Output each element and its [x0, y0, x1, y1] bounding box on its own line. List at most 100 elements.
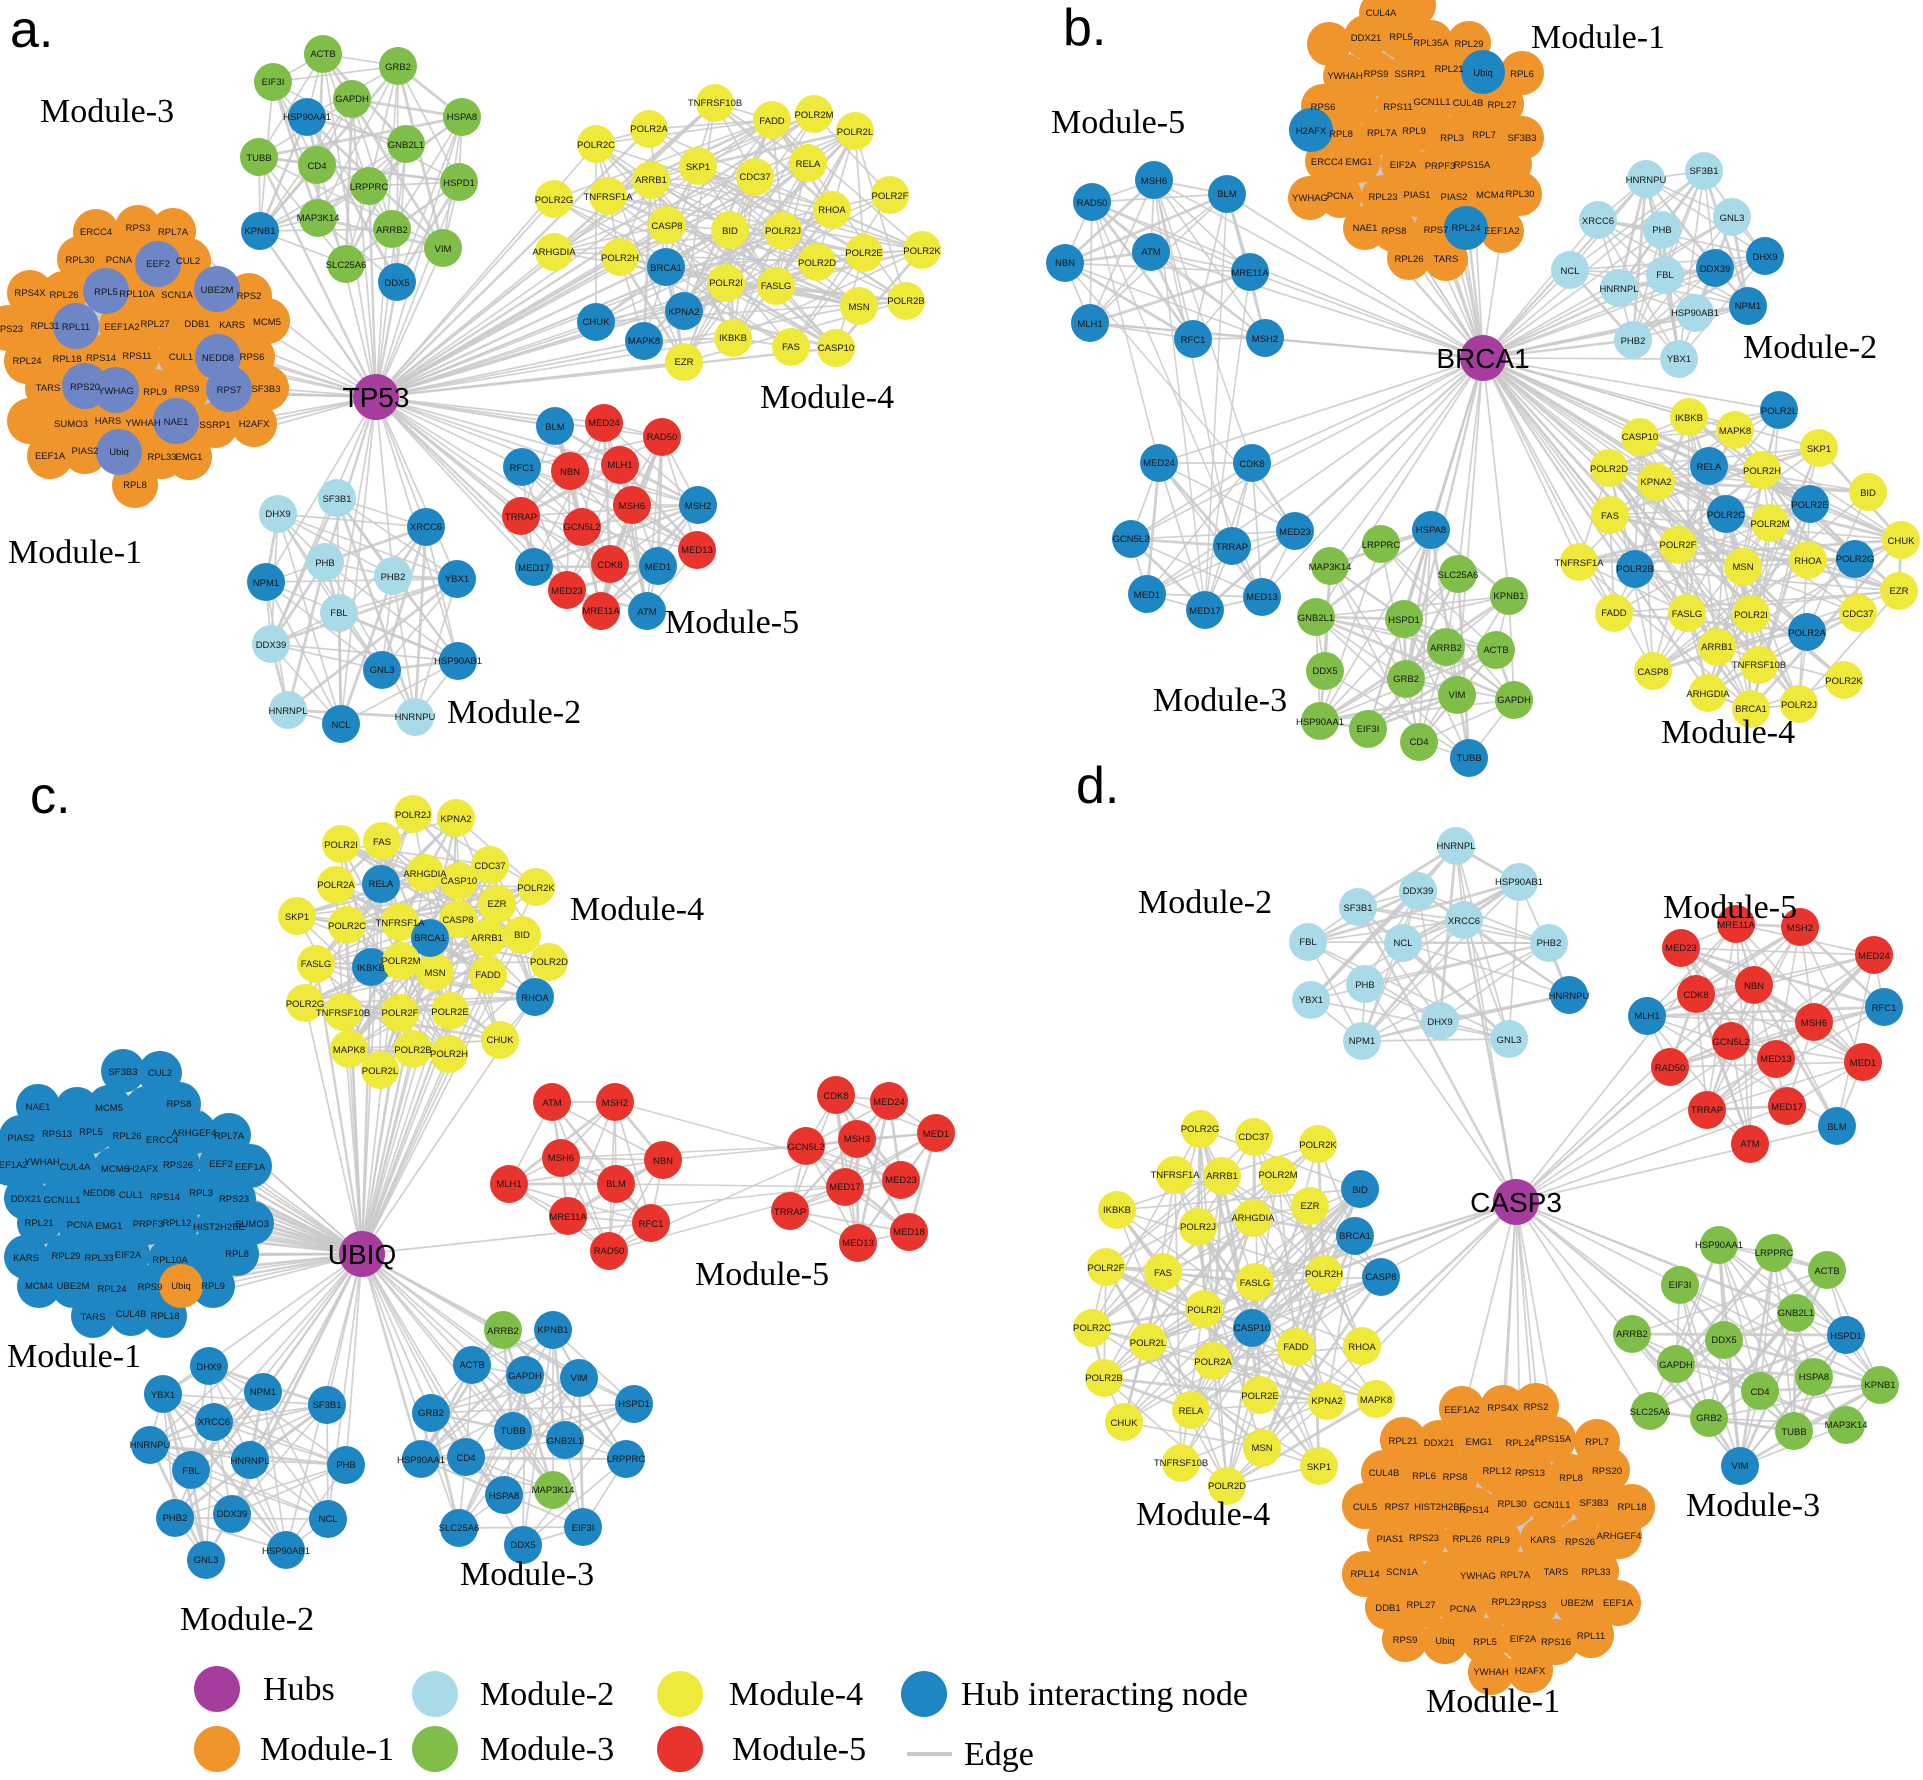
- svg-text:MSN: MSN: [1251, 1443, 1272, 1454]
- svg-text:POLR2M: POLR2M: [381, 956, 420, 967]
- svg-text:POLR2F: POLR2F: [872, 191, 909, 202]
- svg-text:ARHGDIA: ARHGDIA: [1686, 689, 1730, 700]
- svg-text:DDX5: DDX5: [384, 278, 409, 289]
- svg-text:GNL3: GNL3: [194, 1555, 219, 1566]
- svg-text:MCM5: MCM5: [253, 317, 281, 328]
- svg-text:PHB2: PHB2: [381, 572, 406, 583]
- svg-text:ACTB: ACTB: [459, 1360, 484, 1371]
- svg-text:Module-3: Module-3: [1153, 682, 1287, 719]
- svg-text:POLR2K: POLR2K: [1299, 1140, 1337, 1151]
- svg-text:MRE11A: MRE11A: [549, 1212, 587, 1223]
- svg-text:CDK8: CDK8: [597, 560, 622, 571]
- svg-text:BRCA1: BRCA1: [1436, 343, 1529, 374]
- svg-text:RPL33: RPL33: [147, 452, 176, 463]
- svg-text:HSP90AB1: HSP90AB1: [434, 656, 482, 667]
- svg-text:SLC25A6: SLC25A6: [1630, 1407, 1671, 1418]
- svg-text:MED24: MED24: [1143, 458, 1175, 469]
- svg-text:FBL: FBL: [1656, 270, 1673, 281]
- svg-text:MED23: MED23: [551, 586, 583, 597]
- svg-text:Module-4: Module-4: [1136, 1496, 1270, 1533]
- svg-text:MCM4: MCM4: [1476, 190, 1504, 201]
- svg-text:MED17: MED17: [1189, 606, 1221, 617]
- svg-text:MED17: MED17: [518, 563, 550, 574]
- svg-text:EEF1A: EEF1A: [1603, 1598, 1634, 1609]
- svg-text:RPS11: RPS11: [122, 351, 151, 362]
- svg-text:MED13: MED13: [1760, 1054, 1792, 1065]
- svg-text:RPL24: RPL24: [1505, 1438, 1534, 1449]
- svg-text:HSPA8: HSPA8: [1416, 525, 1446, 536]
- svg-text:ARHGDIA: ARHGDIA: [1231, 1213, 1275, 1224]
- svg-text:MLH1: MLH1: [1634, 1011, 1659, 1022]
- svg-text:ARRB1: ARRB1: [1701, 642, 1733, 653]
- svg-text:NCL: NCL: [1393, 938, 1412, 949]
- svg-text:RPS4X: RPS4X: [14, 288, 46, 299]
- svg-text:CASP8: CASP8: [1365, 1272, 1396, 1283]
- svg-text:DDX5: DDX5: [510, 1540, 535, 1551]
- svg-text:RPL6: RPL6: [1510, 69, 1534, 80]
- svg-text:SF3B3: SF3B3: [108, 1067, 137, 1078]
- svg-text:HNRNPU: HNRNPU: [395, 712, 436, 723]
- svg-text:ARRB1: ARRB1: [635, 175, 667, 186]
- svg-text:CHUK: CHUK: [1888, 536, 1916, 547]
- svg-text:POLR2D: POLR2D: [1208, 1481, 1246, 1492]
- svg-text:RHOA: RHOA: [818, 205, 846, 216]
- svg-text:RPS9: RPS9: [175, 384, 200, 395]
- svg-text:UBE2M: UBE2M: [1561, 1598, 1594, 1609]
- svg-text:NBN: NBN: [1055, 258, 1075, 269]
- svg-text:MLH1: MLH1: [496, 1179, 521, 1190]
- svg-text:SLC25A6: SLC25A6: [1438, 570, 1479, 581]
- svg-text:ARHGEF4: ARHGEF4: [172, 1128, 217, 1139]
- svg-text:UBIQ: UBIQ: [328, 1239, 396, 1270]
- svg-text:Module-2: Module-2: [447, 694, 581, 731]
- svg-text:LRPPRC: LRPPRC: [350, 182, 389, 193]
- svg-text:CUL4A: CUL4A: [1366, 8, 1397, 19]
- svg-text:Module-3: Module-3: [480, 1731, 614, 1768]
- svg-text:Ubiq: Ubiq: [109, 447, 129, 458]
- svg-text:RHOA: RHOA: [1348, 1342, 1376, 1353]
- svg-text:KPNB1: KPNB1: [1864, 1380, 1895, 1391]
- svg-text:MED1: MED1: [1850, 1058, 1876, 1069]
- svg-text:MCM4: MCM4: [25, 1281, 53, 1292]
- svg-text:RHOA: RHOA: [1794, 556, 1822, 567]
- svg-text:RPS8: RPS8: [167, 1099, 192, 1110]
- svg-text:YWHAH: YWHAH: [1327, 71, 1363, 82]
- svg-text:CUL5: CUL5: [1353, 1502, 1377, 1513]
- svg-text:KPNA2: KPNA2: [440, 814, 471, 825]
- svg-text:FASLG: FASLG: [1672, 609, 1703, 620]
- svg-text:CDC37: CDC37: [474, 861, 505, 872]
- svg-text:RPS23: RPS23: [1409, 1533, 1439, 1544]
- svg-text:YWHAH: YWHAH: [1473, 1667, 1509, 1678]
- svg-text:POLR2A: POLR2A: [1788, 628, 1826, 639]
- svg-text:RHOA: RHOA: [521, 993, 549, 1004]
- svg-text:TNFRSF10B: TNFRSF10B: [1732, 660, 1786, 671]
- svg-text:GAPDH: GAPDH: [508, 1371, 542, 1382]
- svg-text:ATM: ATM: [1740, 1139, 1759, 1150]
- svg-text:KPNB1: KPNB1: [1493, 591, 1524, 602]
- svg-text:DHX9: DHX9: [196, 1362, 221, 1373]
- svg-text:a.: a.: [10, 1, 53, 59]
- svg-text:TUBB: TUBB: [246, 153, 271, 164]
- svg-text:FBL: FBL: [182, 1466, 199, 1477]
- svg-text:SKP1: SKP1: [1307, 1462, 1331, 1473]
- svg-text:EEF1A: EEF1A: [235, 1162, 266, 1173]
- svg-text:RPS6: RPS6: [240, 352, 265, 363]
- svg-text:Module-2: Module-2: [1743, 329, 1877, 366]
- svg-text:MED1: MED1: [923, 1129, 949, 1140]
- svg-text:ERCC4: ERCC4: [1311, 157, 1343, 168]
- svg-text:NAE1: NAE1: [1353, 223, 1378, 234]
- svg-text:RPL27: RPL27: [1487, 100, 1516, 111]
- svg-text:LRPPRC: LRPPRC: [607, 1454, 646, 1465]
- svg-text:BLM: BLM: [1217, 189, 1237, 200]
- svg-text:MAP3K14: MAP3K14: [532, 1485, 575, 1496]
- svg-text:PHB2: PHB2: [163, 1513, 188, 1524]
- svg-text:RPL24: RPL24: [12, 356, 41, 367]
- svg-text:DDX21: DDX21: [1351, 33, 1382, 44]
- svg-text:MSH2: MSH2: [1252, 334, 1278, 345]
- svg-text:RPS11: RPS11: [1383, 102, 1412, 113]
- svg-text:FADD: FADD: [759, 116, 784, 127]
- svg-text:CASP8: CASP8: [442, 915, 473, 926]
- svg-text:RPL7: RPL7: [1585, 1437, 1609, 1448]
- svg-text:MAPK8: MAPK8: [628, 336, 660, 347]
- svg-text:RPS26: RPS26: [163, 1160, 193, 1171]
- svg-text:TARS: TARS: [1544, 1567, 1569, 1578]
